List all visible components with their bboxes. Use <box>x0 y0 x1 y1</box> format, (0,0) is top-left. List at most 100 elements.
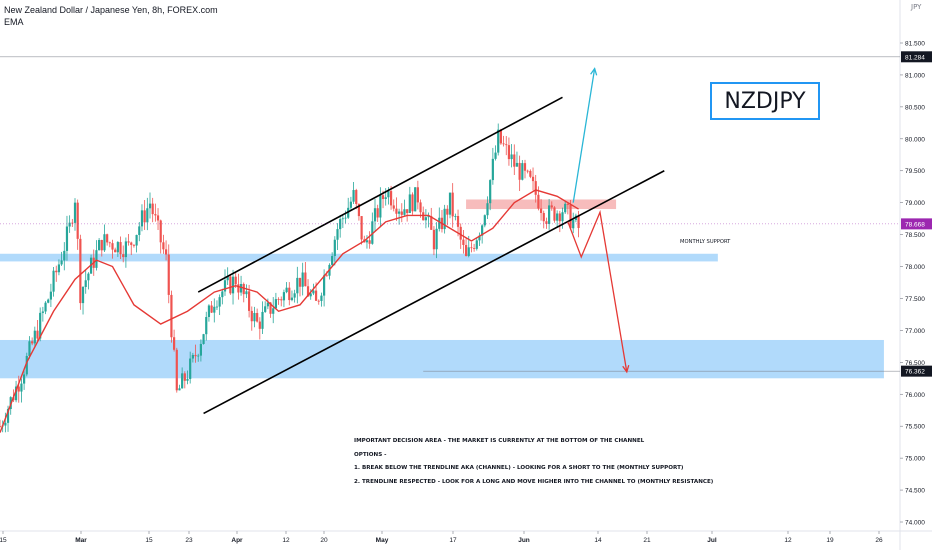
candle-down <box>167 254 170 295</box>
candle-up <box>84 280 87 288</box>
candle-down <box>248 291 251 311</box>
candle-up <box>266 302 269 307</box>
ema-polyline <box>0 189 579 433</box>
candle-up <box>197 355 200 357</box>
candle-up <box>301 272 304 287</box>
candle-down <box>376 208 379 218</box>
price-axis[interactable]: 81.500 81.000 80.500 80.000 79.500 79.000 78.5… <box>900 41 932 527</box>
candle-up <box>282 292 286 301</box>
candle-down <box>459 226 462 240</box>
candle-up <box>81 287 85 304</box>
time-axis[interactable]: 15 Mar 15 23 Apr 12 20 May 17 Jun 14 21 Jul 12 19 26 <box>0 531 883 544</box>
candle-down <box>392 205 395 209</box>
candle-down <box>411 194 414 212</box>
candle-down <box>114 249 117 253</box>
candle-down <box>237 284 240 293</box>
candle-up <box>379 195 382 218</box>
arrow-head <box>590 67 598 76</box>
candle-up <box>33 330 36 344</box>
price-tag-label-current: 78.668 <box>905 221 925 228</box>
price-tick-label: 81.500 <box>905 41 925 48</box>
price-tick-label: 78.500 <box>905 232 925 239</box>
candle-up <box>483 215 486 226</box>
candle-up <box>28 341 31 356</box>
candle-down <box>473 248 476 249</box>
arrow-short-scenario <box>567 209 628 373</box>
candle-down <box>106 234 109 243</box>
candle-down <box>280 299 283 301</box>
indicator-label[interactable]: EMA <box>4 17 24 27</box>
candle-up <box>556 213 559 221</box>
candle-up <box>403 209 406 215</box>
candle-down <box>357 203 361 217</box>
chart-title: New Zealand Dollar / Japanese Yen, 8h, F… <box>4 5 218 15</box>
trend-channel[interactable] <box>197 96 665 415</box>
candle-down <box>162 242 165 250</box>
ema-line <box>0 189 579 433</box>
candle-down <box>127 241 130 243</box>
time-tick-label: 19 <box>826 537 834 544</box>
candle-down <box>529 170 532 177</box>
candle-down <box>464 244 468 256</box>
candle-up <box>95 250 98 268</box>
candle-down <box>122 254 125 258</box>
price-tick-label: 76.000 <box>905 392 925 399</box>
candle-down <box>36 330 39 339</box>
candle-up <box>548 205 551 224</box>
candle-up <box>435 228 438 250</box>
time-tick-label: Apr <box>231 537 243 544</box>
candle-down <box>569 204 572 229</box>
candle-down <box>151 203 154 215</box>
candle-up <box>6 409 10 423</box>
candle-up <box>398 211 401 214</box>
candle-up <box>475 240 478 249</box>
price-tick-label: 81.000 <box>905 72 925 79</box>
candle-up <box>223 280 227 292</box>
candle-up <box>103 234 106 251</box>
candle-up <box>341 218 344 220</box>
candle-up <box>231 276 235 294</box>
candle-up <box>285 287 288 293</box>
candle-down <box>55 270 58 273</box>
candle-down <box>534 181 537 195</box>
candle-up <box>178 388 181 391</box>
price-tick-label: 75.000 <box>905 456 925 463</box>
time-tick-label: 14 <box>594 537 602 544</box>
candle-up <box>373 208 377 222</box>
candle-up <box>221 291 224 298</box>
price-tick-label: 79.000 <box>905 200 925 207</box>
candle-up <box>181 373 184 389</box>
note-line-3: 1. BREAK BELOW THE TRENDLINE AKA (CHANNE… <box>354 465 684 471</box>
candle-down <box>256 312 259 322</box>
time-tick-label: 26 <box>875 537 883 544</box>
candle-up <box>63 250 66 261</box>
candle-up <box>290 297 294 301</box>
candle-up <box>414 187 417 212</box>
arrow-long-scenario <box>572 68 596 203</box>
candle-down <box>164 249 168 255</box>
candle-up <box>371 221 374 244</box>
candle-up <box>215 306 219 308</box>
candle-up <box>296 277 299 294</box>
candle-down <box>553 207 556 221</box>
candle-down <box>288 287 291 301</box>
candle-up <box>365 240 369 243</box>
candle-up <box>47 299 50 303</box>
price-zones <box>0 199 884 379</box>
candle-up <box>60 260 63 265</box>
candle-up <box>489 180 492 204</box>
candle-up <box>352 190 355 202</box>
candle-up <box>68 222 71 227</box>
time-tick-label: 15 <box>0 537 7 544</box>
candle-down <box>523 163 527 171</box>
candle-up <box>239 283 243 293</box>
candle-up <box>336 229 339 240</box>
candle-down <box>539 208 543 213</box>
candle-down <box>242 283 245 295</box>
candle-down <box>430 216 433 230</box>
candle-up <box>4 422 7 426</box>
candle-up <box>272 308 275 314</box>
candle-up <box>486 203 489 216</box>
candle-up <box>146 208 149 223</box>
